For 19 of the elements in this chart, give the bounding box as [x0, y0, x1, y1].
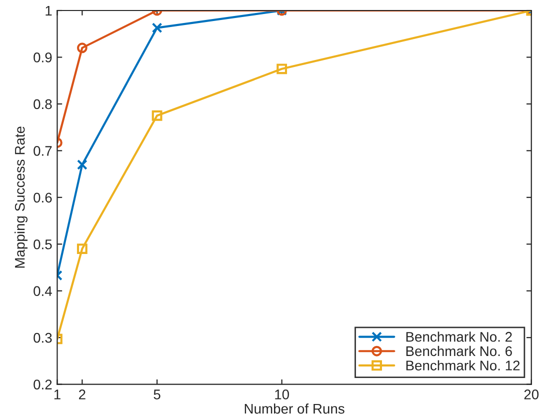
- y-tick-label: 0.2: [34, 380, 52, 390]
- y-tick-label: 0.9: [34, 52, 52, 62]
- y-tick-label: 0.7: [34, 146, 52, 156]
- x-tick-label: 20: [524, 390, 539, 400]
- legend-label: Benchmark No. 6: [406, 346, 512, 356]
- y-tick-label: 0.3: [34, 332, 52, 343]
- x-tick-label: 10: [275, 390, 290, 400]
- y-tick-label: 0.5: [34, 239, 52, 250]
- y-tick-label: 1: [46, 6, 52, 16]
- y-axis-title: Mapping Success Rate: [14, 126, 28, 268]
- y-tick-label: 0.8: [34, 99, 52, 110]
- legend-label: Benchmark No. 2: [406, 332, 512, 342]
- y-tick-label: 0.4: [34, 286, 52, 296]
- x-axis-title: Number of Runs: [244, 403, 344, 414]
- x-tick-label: 2: [79, 390, 86, 400]
- x-tick-label: 5: [154, 390, 160, 400]
- x-tick-label: 1: [54, 390, 60, 400]
- legend-label: Benchmark No. 12: [406, 360, 520, 370]
- y-tick-label: 0.6: [34, 192, 52, 203]
